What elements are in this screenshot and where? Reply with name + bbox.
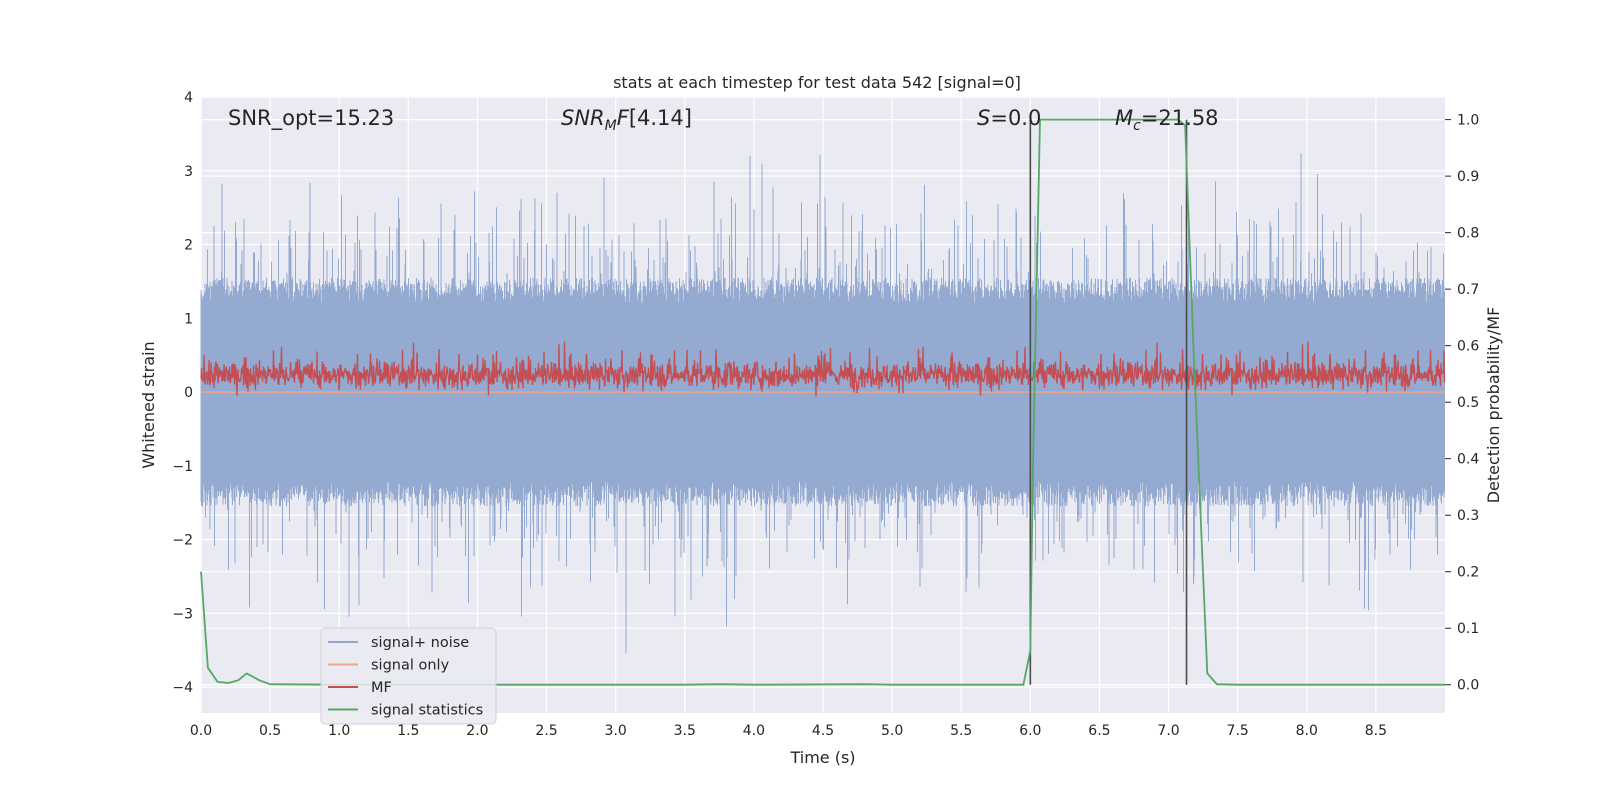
x-tick-label: 2.0 [466,723,488,739]
annotation-mc-value: =21.58 [1141,106,1219,130]
chart-title: stats at each timestep for test data 542… [613,73,1021,92]
y-tick-label: −3 [172,606,193,622]
y-tick-label: 1 [184,311,193,327]
x-tick-label: 3.5 [674,723,696,739]
y-tick-label: −4 [172,680,193,696]
x-tick-label: 4.5 [812,723,834,739]
series-signal-statistics [200,118,1445,686]
x-tick-label: 7.5 [1227,723,1249,739]
y-right-axis-label: Detection probability/MF [1484,307,1503,504]
mf-line [200,341,1446,397]
y-right-tick-labels: 1.0 0.9 0.8 0.7 0.6 0.5 0.4 0.3 0.2 0.1 0.0 [1445,113,1479,694]
x-tick-labels: 0.0 0.5 1.0 1.5 2.0 2.5 3.0 3.5 4.0 4.5 5.0 5.5 6.0 6… [190,723,1387,739]
y-right-tick-label: 0.4 [1457,452,1479,468]
legend-label: MF [371,680,392,696]
x-tick-label: 6.5 [1088,723,1110,739]
x-axis-label: Time (s) [789,748,855,767]
y-tick-label: −1 [172,459,193,475]
y-tick-label: 0 [184,385,193,401]
y-right-tick-label: 0.1 [1457,621,1479,637]
x-tick-label: 5.0 [881,723,903,739]
x-tick-label: 3.0 [605,723,627,739]
annotation-snr-mf-value: [4.14] [629,106,692,130]
x-tick-label: 8.5 [1365,723,1387,739]
x-tick-label: 2.5 [535,723,557,739]
x-tick-label: 4.0 [743,723,765,739]
series-mf [200,341,1446,397]
signal-statistics-line [200,118,1445,686]
y-right-tick-label: 0.0 [1457,678,1479,694]
y-right-tick-label: 1.0 [1457,113,1479,129]
y-tick-label: 2 [184,238,193,254]
x-tick-label: 0.0 [190,723,212,739]
annotation-s: S=0.0 [977,106,1041,130]
x-tick-label: 1.5 [397,723,419,739]
y-tick-labels: 4 3 2 1 0 −1 −2 −3 −4 [172,90,193,696]
x-tick-label: 8.0 [1296,723,1318,739]
x-tick-label: 1.0 [328,723,350,739]
x-tick-label: 6.0 [1019,723,1041,739]
legend: signal+ noise signal only MF signal statist… [320,627,497,725]
x-tick-label: 5.5 [950,723,972,739]
legend-label: signal+ noise [371,635,469,651]
y-right-tick-label: 0.2 [1457,565,1479,581]
y-right-tick-label: 0.6 [1457,339,1479,355]
y-tick-label: 4 [184,90,193,106]
y-right-tick-label: 0.8 [1457,226,1479,242]
annotation-snr-opt: SNR_opt=15.23 [228,106,394,131]
y-right-tick-label: 0.9 [1457,169,1479,185]
y-tick-label: −2 [172,533,193,549]
y-right-tick-label: 0.7 [1457,282,1479,298]
y-right-tick-label: 0.3 [1457,508,1479,524]
annotation-snr-mf: SNRMF[4.14] [561,106,692,134]
y-right-tick-label: 0.5 [1457,395,1479,411]
legend-box [320,627,497,725]
annotation-s-value: =0.0 [990,106,1041,130]
annotation-mc: Mc=21.58 [1115,106,1219,134]
y-tick-label: 3 [184,164,193,180]
x-tick-label: 7.0 [1157,723,1179,739]
legend-label: signal only [371,658,450,674]
legend-label: signal statistics [371,703,483,719]
x-tick-label: 0.5 [259,723,281,739]
y-axis-label: Whitened strain [139,341,158,468]
